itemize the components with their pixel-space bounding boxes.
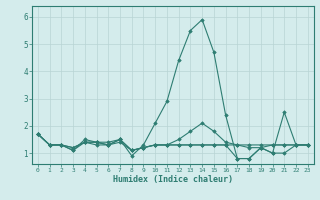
X-axis label: Humidex (Indice chaleur): Humidex (Indice chaleur)	[113, 175, 233, 184]
